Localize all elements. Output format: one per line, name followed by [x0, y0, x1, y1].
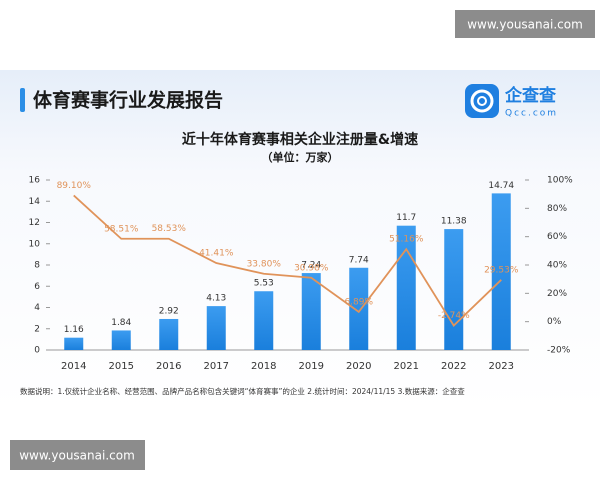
y2-tick-label: 40%: [547, 261, 567, 271]
bar: [111, 330, 131, 350]
bar-value-label: 1.16: [64, 325, 84, 335]
y2-tick-label: 100%: [547, 176, 573, 186]
x-tick-label: 2022: [441, 361, 466, 372]
bar: [301, 273, 321, 350]
bar-value-label: 7.24: [301, 261, 321, 271]
bar: [491, 193, 511, 350]
x-tick-label: 2018: [251, 361, 276, 372]
x-tick-label: 2023: [489, 361, 514, 372]
y2-tick-label: 60%: [547, 232, 567, 242]
x-tick-label: 2014: [61, 361, 86, 372]
line-value-label: 6.89%: [344, 297, 373, 307]
logo-domain: Qcc.com: [505, 109, 558, 119]
bar-value-label: 1.84: [111, 318, 131, 328]
x-tick-label: 2021: [394, 361, 419, 372]
x-tick-label: 2017: [204, 361, 229, 372]
y-tick-label: 6: [34, 282, 40, 292]
watermark: www.yousanai.com: [467, 18, 583, 32]
line-value-label: -2.74%: [438, 311, 470, 321]
x-tick-label: 2015: [109, 361, 134, 372]
bar-value-label: 2.92: [159, 306, 179, 316]
footnote: 数据说明：1.仅统计企业名称、经营范围、品牌产品名称包含关键词“体育赛事”的企业…: [20, 386, 465, 396]
y2-tick-label: 80%: [547, 204, 567, 214]
bar-value-label: 4.13: [206, 294, 226, 304]
logo-icon: [465, 84, 499, 118]
x-tick-label: 2020: [346, 361, 371, 372]
logo-q-inner: [477, 96, 487, 106]
y2-tick-label: 20%: [547, 289, 567, 299]
title-accent: [20, 88, 25, 112]
line-value-label: 51.16%: [389, 235, 424, 245]
report-title: 体育赛事行业发展报告: [33, 89, 223, 112]
line-value-label: 41.41%: [199, 249, 234, 259]
bar: [254, 291, 274, 350]
line-value-label: 30.98%: [294, 263, 329, 273]
bar-value-label: 5.53: [254, 279, 274, 289]
line-value-label: 33.80%: [247, 259, 282, 269]
bar-value-label: 14.74: [488, 181, 514, 191]
watermark: www.yousanai.com: [19, 449, 135, 463]
bar: [64, 337, 84, 350]
chart-title: 近十年体育赛事相关企业注册量&增速: [182, 131, 418, 148]
chart-subtitle: （单位：万家）: [262, 150, 339, 164]
y-tick-label: 16: [29, 176, 41, 186]
y-tick-label: 12: [29, 218, 40, 228]
line-value-label: 29.53%: [484, 265, 519, 275]
bar: [159, 318, 179, 350]
bar: [349, 267, 369, 350]
y2-tick-label: -20%: [547, 346, 571, 356]
x-tick-label: 2019: [299, 361, 324, 372]
watermark-box: [10, 440, 145, 470]
x-tick-label: 2016: [156, 361, 181, 372]
y2-tick-label: 0%: [547, 317, 562, 327]
bar-value-label: 11.7: [396, 213, 416, 223]
bar: [444, 229, 464, 350]
line-value-label: 58.51%: [104, 224, 139, 234]
y-tick-label: 2: [34, 324, 40, 334]
y-tick-label: 0: [34, 346, 40, 356]
logo-name: 企查查: [504, 85, 557, 106]
watermark-box: [455, 10, 595, 38]
logo-q: [470, 89, 494, 113]
bar-value-label: 11.38: [441, 217, 467, 227]
y-tick-label: 14: [29, 197, 41, 207]
y-tick-label: 4: [34, 303, 40, 313]
y-tick-label: 8: [34, 261, 40, 271]
y-tick-label: 10: [29, 239, 41, 249]
bar-value-label: 7.74: [349, 255, 369, 265]
line-value-label: 58.53%: [152, 224, 187, 234]
line-value-label: 89.10%: [57, 181, 92, 191]
bar: [206, 306, 226, 350]
line: [73, 194, 502, 327]
